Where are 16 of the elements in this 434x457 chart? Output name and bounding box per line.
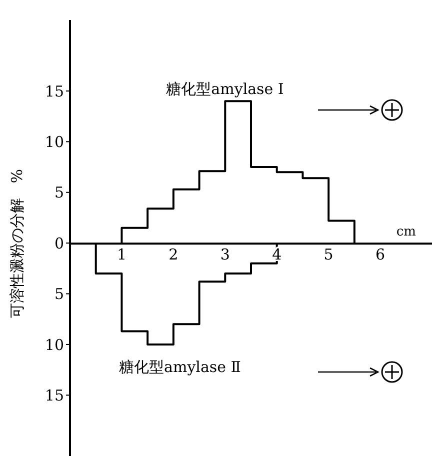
y-axis-title: 可溶性澱粉の分解 % <box>8 168 26 318</box>
y-tick-label: 10 <box>44 336 64 354</box>
x-tick-label: 5 <box>324 246 334 264</box>
x-tick-label: 3 <box>220 246 230 264</box>
x-tick-label: 6 <box>376 246 386 264</box>
series-label: 糖化型amylase Ⅰ <box>166 80 284 98</box>
y-tick-label: 5 <box>54 285 64 304</box>
y-tick-label: 15 <box>44 386 64 404</box>
y-tick-label: 10 <box>44 133 64 151</box>
y-tick-label: 5 <box>54 184 64 202</box>
y-tick-label: 15 <box>44 82 64 100</box>
x-tick-label: 2 <box>168 246 178 264</box>
series-label: 糖化型amylase Ⅱ <box>119 358 241 376</box>
x-axis-title: cm <box>396 224 416 240</box>
x-tick-label: 1 <box>116 246 126 264</box>
y-tick-label: 0 <box>54 234 64 252</box>
